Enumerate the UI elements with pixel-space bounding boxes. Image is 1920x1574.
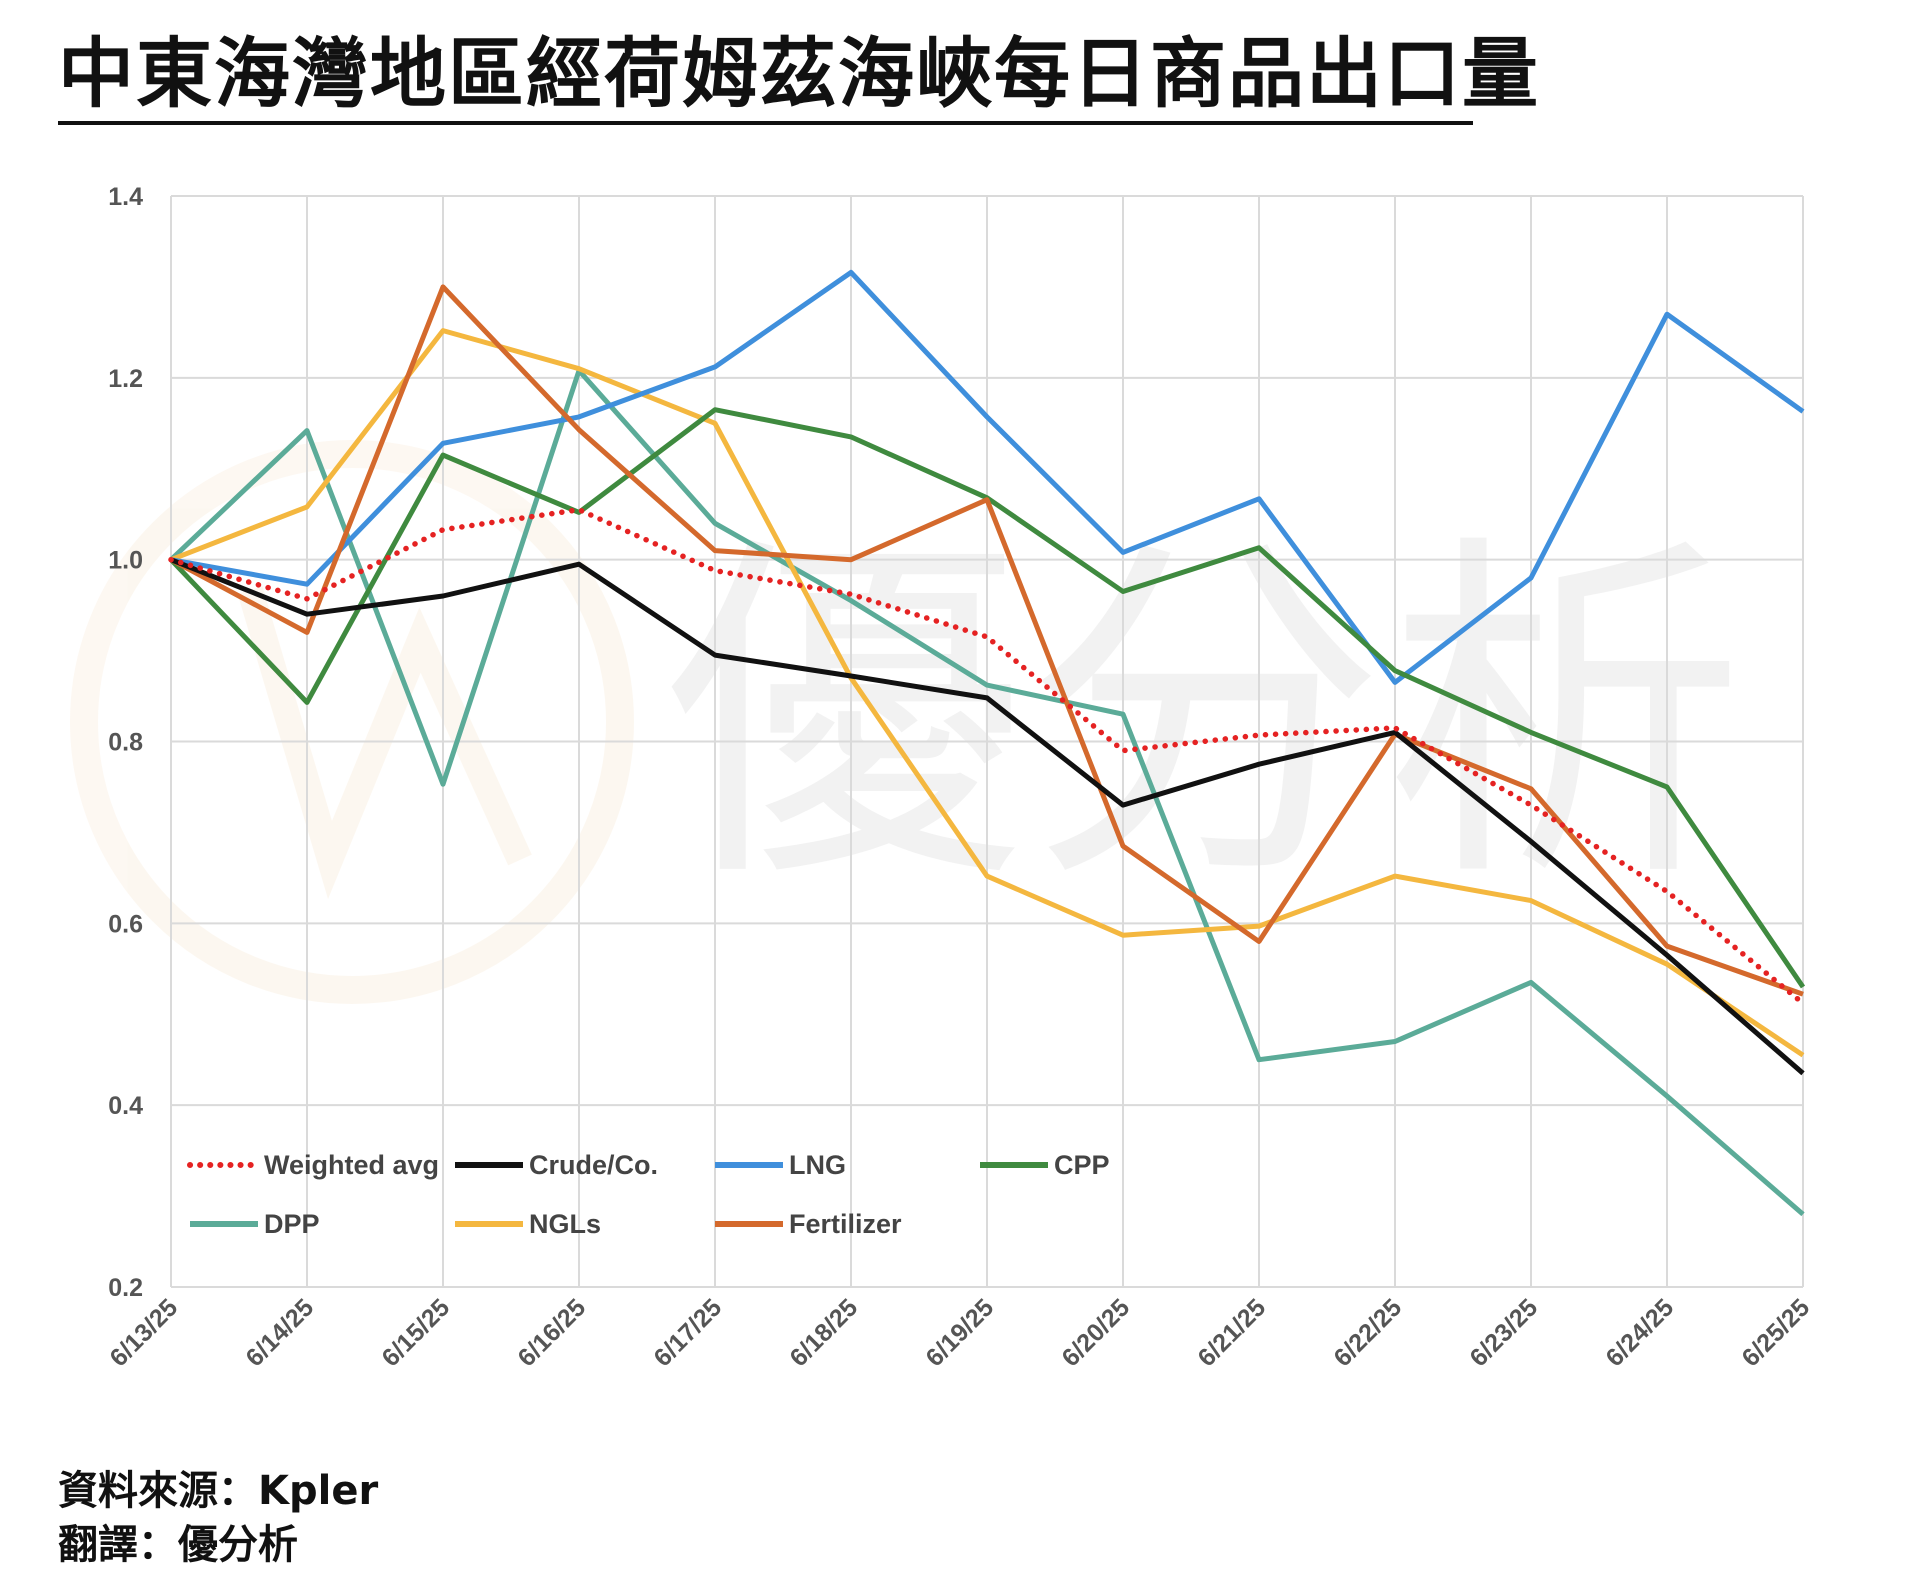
- legend-label-ngls: NGLs: [529, 1209, 601, 1239]
- title-underline: [58, 121, 1473, 125]
- legend: Weighted avg Crude/Co. LNG CPP DPP NGLs Fertil…: [187, 1150, 1110, 1239]
- y-tick-label: 1.0: [108, 547, 143, 575]
- grid-lines: [170, 195, 1804, 1288]
- watermark-logo: 優分析: [70, 440, 1745, 1004]
- x-tick-label: 6/18/25: [784, 1293, 863, 1372]
- y-tick-label: 0.2: [108, 1274, 143, 1302]
- watermark-text: 優分析: [665, 506, 1745, 925]
- legend-label-fertilizer: Fertilizer: [789, 1209, 902, 1239]
- series-line-dpp: [169, 368, 1805, 1217]
- y-axis-ticks: 1.4 1.2 1.0 0.8 0.6 0.4 0.2: [108, 183, 143, 1302]
- x-tick-label: 6/14/25: [240, 1293, 319, 1372]
- x-axis-ticks: 6/13/25 6/14/25 6/15/25 6/16/25 6/17/25 6/18/…: [104, 1293, 1815, 1372]
- series-lines: [168, 269, 1806, 1217]
- legend-label-weighted-avg: Weighted avg: [264, 1150, 439, 1180]
- x-tick-label: 6/25/25: [1736, 1293, 1815, 1372]
- series-line-weighted-avg: [168, 506, 1806, 1007]
- translation-note: 翻譯：優分析: [58, 1522, 298, 1568]
- y-tick-label: 1.2: [108, 365, 143, 393]
- series-line-ngls: [170, 328, 1805, 1058]
- legend-label-crude-co: Crude/Co.: [529, 1150, 658, 1180]
- x-tick-label: 6/23/25: [1464, 1293, 1543, 1372]
- series-line-fertilizer: [169, 284, 1804, 997]
- x-tick-label: 6/16/25: [512, 1293, 591, 1372]
- y-tick-label: 0.4: [108, 1092, 143, 1120]
- y-tick-label: 0.6: [108, 910, 143, 938]
- x-tick-label: 6/17/25: [648, 1293, 727, 1372]
- chart-title: 中東海灣地區經荷姆茲海峽每日商品出口量: [58, 29, 1540, 118]
- x-tick-label: 6/22/25: [1328, 1293, 1407, 1372]
- x-tick-label: 6/13/25: [104, 1293, 183, 1372]
- source-note: 資料來源：Kpler: [58, 1468, 379, 1514]
- series-line-lng: [170, 269, 1805, 685]
- x-tick-label: 6/15/25: [376, 1293, 455, 1372]
- y-tick-label: 1.4: [108, 183, 143, 211]
- y-tick-label: 0.8: [108, 729, 143, 757]
- x-tick-label: 6/21/25: [1192, 1293, 1271, 1372]
- legend-label-cpp: CPP: [1054, 1150, 1110, 1180]
- x-tick-label: 6/19/25: [920, 1293, 999, 1372]
- x-tick-label: 6/20/25: [1056, 1293, 1135, 1372]
- legend-label-dpp: DPP: [264, 1209, 320, 1239]
- x-tick-label: 6/24/25: [1600, 1293, 1679, 1372]
- legend-label-lng: LNG: [789, 1150, 846, 1180]
- series-line-crude-co: [170, 557, 1805, 1076]
